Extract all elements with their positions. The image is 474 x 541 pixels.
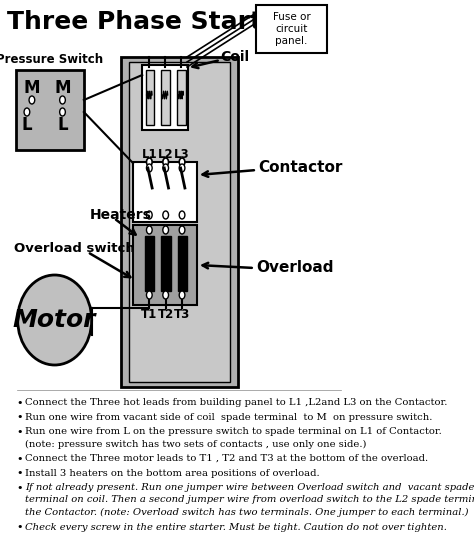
Circle shape [146,226,152,234]
Text: Run one wire from vacant side of coil  spade terminal  to M  on pressure switch.: Run one wire from vacant side of coil sp… [25,412,432,421]
Text: If not already present. Run one jumper wire between Overload switch and  vacant : If not already present. Run one jumper w… [25,483,474,492]
Bar [133,162,197,222]
Text: the Contactor. (note: Overload switch has two terminals. One jumper to each term: the Contactor. (note: Overload switch ha… [25,508,468,517]
Text: •: • [16,398,23,408]
Text: L: L [22,116,32,134]
Circle shape [146,164,152,172]
Text: •: • [16,427,23,437]
Text: Heaters: Heaters [90,208,152,222]
Bar [178,236,187,291]
Text: T3: T3 [174,308,190,321]
Text: L1: L1 [142,148,157,161]
Text: Motor: Motor [13,308,96,332]
Text: M: M [54,79,71,97]
Text: L3: L3 [174,148,190,161]
Circle shape [24,108,30,116]
Circle shape [60,108,65,116]
Text: Overload: Overload [256,261,334,275]
Text: •: • [16,454,23,464]
Circle shape [163,158,169,166]
Ellipse shape [18,275,91,365]
Text: Contactor: Contactor [258,161,343,175]
Text: •: • [16,523,23,532]
Text: Connect the Three motor leads to T1 , T2 and T3 at the bottom of the overload.: Connect the Three motor leads to T1 , T2… [25,454,428,463]
Circle shape [146,211,152,219]
Bar [129,62,230,382]
Bar [133,225,197,305]
Bar [146,70,155,125]
Circle shape [163,164,169,172]
Bar [121,57,238,387]
Bar [145,236,155,291]
Circle shape [163,291,169,299]
Text: L: L [57,116,68,134]
Circle shape [163,226,169,234]
Circle shape [146,158,152,166]
Bar [162,70,170,125]
Circle shape [163,211,169,219]
Text: Pressure Switch: Pressure Switch [0,53,104,66]
Text: Run one wire from L on the pressure switch to spade terminal on L1 of Contactor.: Run one wire from L on the pressure swit… [25,427,442,436]
Bar [16,70,84,150]
Text: Overload switch: Overload switch [14,241,135,254]
Bar [142,65,189,130]
Text: T2: T2 [157,308,174,321]
Circle shape [29,96,35,104]
Text: Three Phase Starter: Three Phase Starter [7,10,292,34]
Text: L2: L2 [158,148,173,161]
Text: M: M [24,79,40,97]
Text: Install 3 heaters on the bottom area positions of overload.: Install 3 heaters on the bottom area pos… [25,469,319,478]
Bar [177,70,186,125]
Circle shape [179,226,185,234]
Circle shape [179,164,185,172]
Text: T1: T1 [141,308,157,321]
Bar [256,5,327,53]
Text: Check every screw in the entire starter. Must be tight. Caution do not over tigh: Check every screw in the entire starter.… [25,523,447,531]
Text: (note: pressure switch has two sets of contacts , use only one side.): (note: pressure switch has two sets of c… [25,439,366,448]
Circle shape [179,158,185,166]
Text: •: • [16,469,23,478]
Text: •: • [16,483,23,493]
Text: terminal on coil. Then a second jumper wire from overload switch to the L2 spade: terminal on coil. Then a second jumper w… [25,496,474,505]
Text: Connect the Three hot leads from building panel to L1 ,L2and L3 on the Contactor: Connect the Three hot leads from buildin… [25,398,447,407]
Text: •: • [16,412,23,423]
Text: Fuse or
circuit
panel.: Fuse or circuit panel. [273,12,310,45]
Circle shape [179,211,185,219]
Circle shape [146,291,152,299]
Bar [162,236,171,291]
Circle shape [60,96,65,104]
Circle shape [179,291,185,299]
Text: Coil: Coil [220,50,250,64]
